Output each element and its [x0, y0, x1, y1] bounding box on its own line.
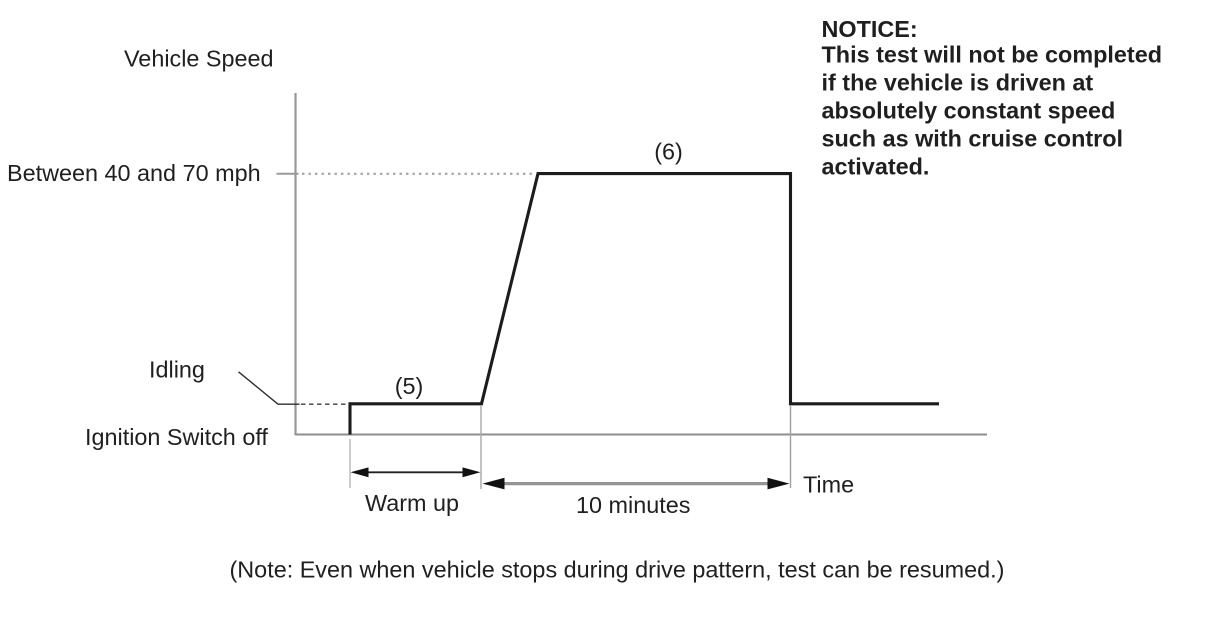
- svg-text:10 minutes: 10 minutes: [576, 492, 690, 518]
- svg-text:Vehicle Speed: Vehicle Speed: [124, 46, 274, 72]
- svg-text:(Note: Even when vehicle stops: (Note: Even when vehicle stops during dr…: [230, 557, 1005, 583]
- svg-text:Ignition Switch off: Ignition Switch off: [85, 424, 268, 450]
- svg-text:Idling: Idling: [149, 357, 205, 383]
- svg-text:if the vehicle is driven at: if the vehicle is driven at: [822, 70, 1094, 96]
- svg-text:(5): (5): [395, 373, 424, 399]
- svg-text:(6): (6): [654, 139, 683, 165]
- svg-text:Warm up: Warm up: [365, 490, 459, 516]
- svg-text:NOTICE:: NOTICE:: [822, 16, 918, 42]
- svg-text:such as with cruise control: such as with cruise control: [822, 126, 1124, 152]
- svg-text:Time: Time: [803, 472, 854, 498]
- svg-text:Between 40 and 70 mph: Between 40 and 70 mph: [7, 160, 261, 186]
- svg-text:This test will not be complete: This test will not be completed: [822, 42, 1163, 68]
- svg-text:absolutely constant speed: absolutely constant speed: [822, 98, 1116, 124]
- svg-text:activated.: activated.: [822, 153, 930, 179]
